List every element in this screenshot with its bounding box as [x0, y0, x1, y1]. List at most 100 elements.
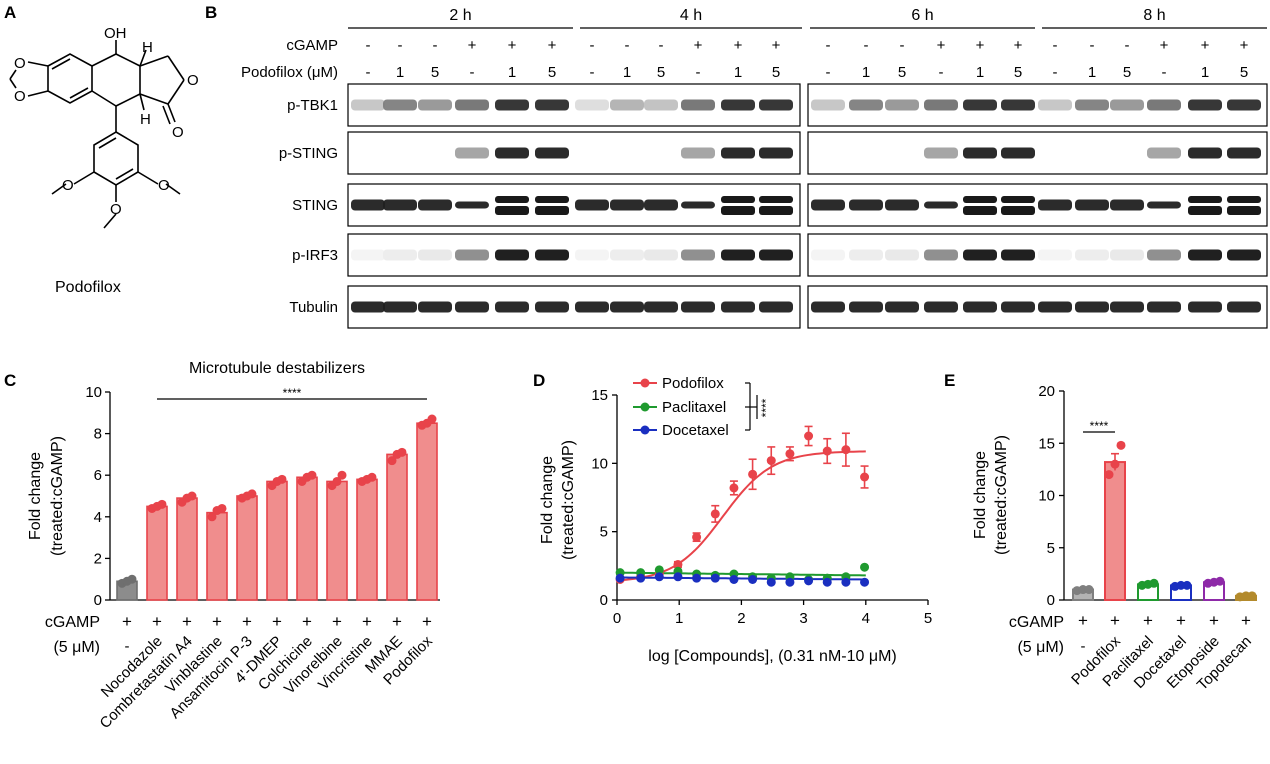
- dose-label: 1: [623, 64, 631, 81]
- data-point-docetaxel: [692, 573, 702, 583]
- blot-band: [924, 201, 958, 209]
- cgamp-sign: +: [1209, 611, 1219, 630]
- blot-label: STING: [292, 197, 338, 214]
- blot-band: [1227, 147, 1261, 159]
- blot-band: [1001, 301, 1035, 313]
- blot-band: [721, 196, 755, 203]
- podofilox-row-label: Podofilox (μM): [241, 64, 338, 81]
- timepoint-label: 4 h: [680, 7, 702, 24]
- bar: [356, 478, 378, 601]
- blot-band: [1110, 249, 1144, 261]
- blot-band: [383, 301, 417, 313]
- blot-band: [1001, 196, 1035, 203]
- fit-curve-podofilox: [616, 450, 866, 582]
- blot-band: [811, 301, 845, 313]
- blot-band: [759, 301, 793, 313]
- blot-band: [644, 199, 678, 211]
- blot-band: [535, 206, 569, 215]
- blot-band: [924, 249, 958, 261]
- cgamp-sign: +: [1143, 611, 1153, 630]
- blot-band: [963, 99, 997, 111]
- podofilox-structure: [9, 40, 185, 229]
- data-point-podofilox: [729, 483, 739, 493]
- y-tick-label: 0: [94, 592, 102, 609]
- blot-band: [1188, 196, 1222, 203]
- blot-band: [1147, 147, 1181, 159]
- cgamp-sign: -: [900, 37, 905, 54]
- panel-letter-b: B: [205, 3, 217, 22]
- label-h2: H: [140, 111, 151, 128]
- dose-label: -: [939, 64, 944, 81]
- blot-band: [644, 249, 678, 261]
- data-point-podofilox: [692, 532, 702, 542]
- cgamp-sign: +: [937, 37, 946, 54]
- category-label: -: [1081, 638, 1086, 655]
- y-tick-label: 10: [85, 384, 102, 401]
- cgamp-sign: +: [1241, 611, 1251, 630]
- cgamp-sign: +: [302, 612, 312, 631]
- data-point-docetaxel: [673, 572, 683, 582]
- blot-band: [351, 249, 385, 261]
- blot-band: [885, 249, 919, 261]
- blot-band: [681, 99, 715, 111]
- label-oh: OH: [104, 25, 127, 42]
- cgamp-sign: +: [772, 37, 781, 54]
- blot-band: [610, 249, 644, 261]
- dose-label: 1: [396, 64, 404, 81]
- cgamp-row-label: cGAMP: [45, 614, 100, 631]
- y-axis-label-line2: (treated:cGAMP): [49, 436, 66, 556]
- dose-response-chart: 0 5 10 15 0 1 2 3 4 5 log [Compounds], (0.31 nM-10…: [539, 375, 932, 665]
- y-tick-label: 15: [1038, 435, 1055, 452]
- blot-band: [1227, 206, 1261, 215]
- dose-label: 5: [1014, 64, 1022, 81]
- dose-label: 5: [548, 64, 556, 81]
- timepoint-label: 6 h: [911, 7, 933, 24]
- blot-band: [455, 99, 489, 111]
- blot-band: [1147, 99, 1181, 111]
- data-point-podofilox: [710, 509, 720, 519]
- data-point: [207, 512, 217, 522]
- dose-label: 1: [862, 64, 870, 81]
- blot-band: [1075, 99, 1109, 111]
- blot-band: [1001, 147, 1035, 159]
- cgamp-sign: -: [590, 37, 595, 54]
- data-point-docetaxel: [654, 572, 664, 582]
- data-point-podofilox: [785, 449, 795, 459]
- legend-marker: [640, 378, 650, 388]
- dose-label: 1: [1201, 64, 1209, 81]
- blot-band: [418, 99, 452, 111]
- label-o-ome2: O: [158, 177, 170, 194]
- data-point-podofilox: [860, 472, 870, 482]
- blot-band: [885, 99, 919, 111]
- label-o-dioxole2: O: [14, 88, 26, 105]
- blot-band: [885, 199, 919, 211]
- blot-band: [383, 249, 417, 261]
- blot-band: [1110, 199, 1144, 211]
- cgamp-sign: +: [362, 612, 372, 631]
- panel-letter-e: E: [944, 371, 955, 390]
- blot-band: [535, 196, 569, 203]
- data-point-paclitaxel: [654, 565, 664, 575]
- data-point: [332, 476, 342, 486]
- blot-band: [721, 301, 755, 313]
- blot-band: [1227, 249, 1261, 261]
- blot-band: [721, 99, 755, 111]
- data-point-docetaxel: [822, 577, 832, 587]
- blot-band: [759, 196, 793, 203]
- dose-label: -: [470, 64, 475, 81]
- blot-band: [1038, 199, 1072, 211]
- blot-band: [1227, 99, 1261, 111]
- cgamp-sign: -: [398, 37, 403, 54]
- dose-label: -: [826, 64, 831, 81]
- label-o-ome1: O: [62, 177, 74, 194]
- cgamp-sign: -: [366, 37, 371, 54]
- data-point: [1182, 580, 1192, 590]
- panel-letter-c: C: [4, 371, 16, 390]
- y-axis-label-line1: Fold change: [972, 451, 989, 539]
- western-blot-panel: 2 h 4 h 6 h 8 h cGAMP Podofilox (μM) - - - 1 - 5 + - +…: [241, 7, 1268, 329]
- blot-band: [811, 199, 845, 211]
- blot-band: [535, 99, 569, 111]
- legend-marker: [640, 402, 650, 412]
- blot-band: [535, 147, 569, 159]
- cgamp-sign: -: [864, 37, 869, 54]
